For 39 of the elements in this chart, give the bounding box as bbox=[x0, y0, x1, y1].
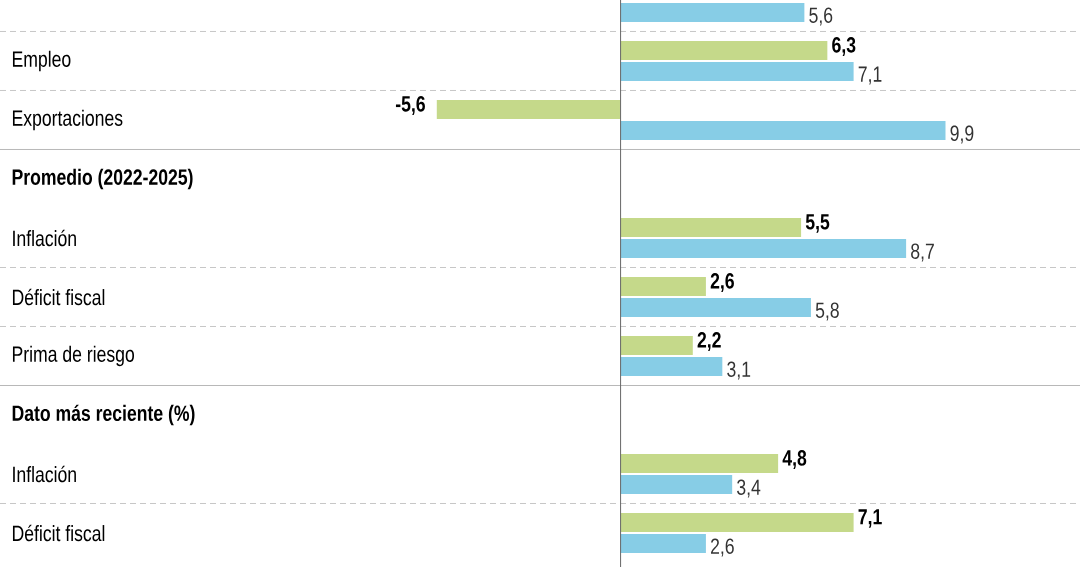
bar bbox=[620, 218, 802, 237]
data-label: 5,6 bbox=[809, 7, 833, 26]
y-tick-label: Inflación bbox=[13, 229, 76, 247]
bar bbox=[620, 336, 693, 355]
y-tick-label: Déficit fiscal bbox=[12, 288, 105, 306]
data-label: 6,3 bbox=[832, 37, 856, 56]
y-tick-label: Exportaciones bbox=[12, 109, 123, 131]
data-label: 2,6 bbox=[711, 538, 734, 557]
y-tick-label: Promedio (2022-2025) bbox=[12, 168, 193, 190]
y-tick-label: Déficit fiscal bbox=[12, 524, 105, 542]
data-label: 3,1 bbox=[727, 361, 751, 380]
bar bbox=[620, 62, 854, 81]
data-label: 7,1 bbox=[858, 66, 882, 85]
bar bbox=[620, 41, 828, 60]
data-label: 9,9 bbox=[950, 125, 974, 144]
data-label: 3,4 bbox=[737, 479, 761, 498]
data-label: 2,6 bbox=[710, 273, 734, 292]
data-label: 5,8 bbox=[815, 302, 839, 321]
bar bbox=[620, 277, 706, 296]
bar bbox=[436, 100, 621, 119]
y-tick-label: Inflación bbox=[13, 465, 76, 483]
y-tick-label: Empleo bbox=[12, 50, 71, 72]
bar bbox=[620, 298, 811, 317]
bar bbox=[620, 513, 854, 532]
data-label: 5,5 bbox=[805, 214, 830, 233]
bar bbox=[620, 475, 733, 494]
bar bbox=[620, 454, 779, 473]
y-tick-label: Dato más reciente (%) bbox=[12, 404, 195, 426]
data-label: 7,1 bbox=[858, 509, 882, 528]
bar bbox=[620, 3, 805, 22]
data-label: -5,6 bbox=[395, 96, 425, 115]
bar bbox=[620, 239, 907, 258]
bar bbox=[620, 357, 723, 376]
data-label: 2,2 bbox=[697, 332, 721, 351]
bar bbox=[620, 534, 706, 553]
data-label: 8,7 bbox=[911, 243, 934, 262]
data-label: 4,8 bbox=[782, 450, 807, 469]
bar bbox=[620, 121, 946, 140]
y-tick-label: Prima de riesgo bbox=[12, 345, 135, 367]
